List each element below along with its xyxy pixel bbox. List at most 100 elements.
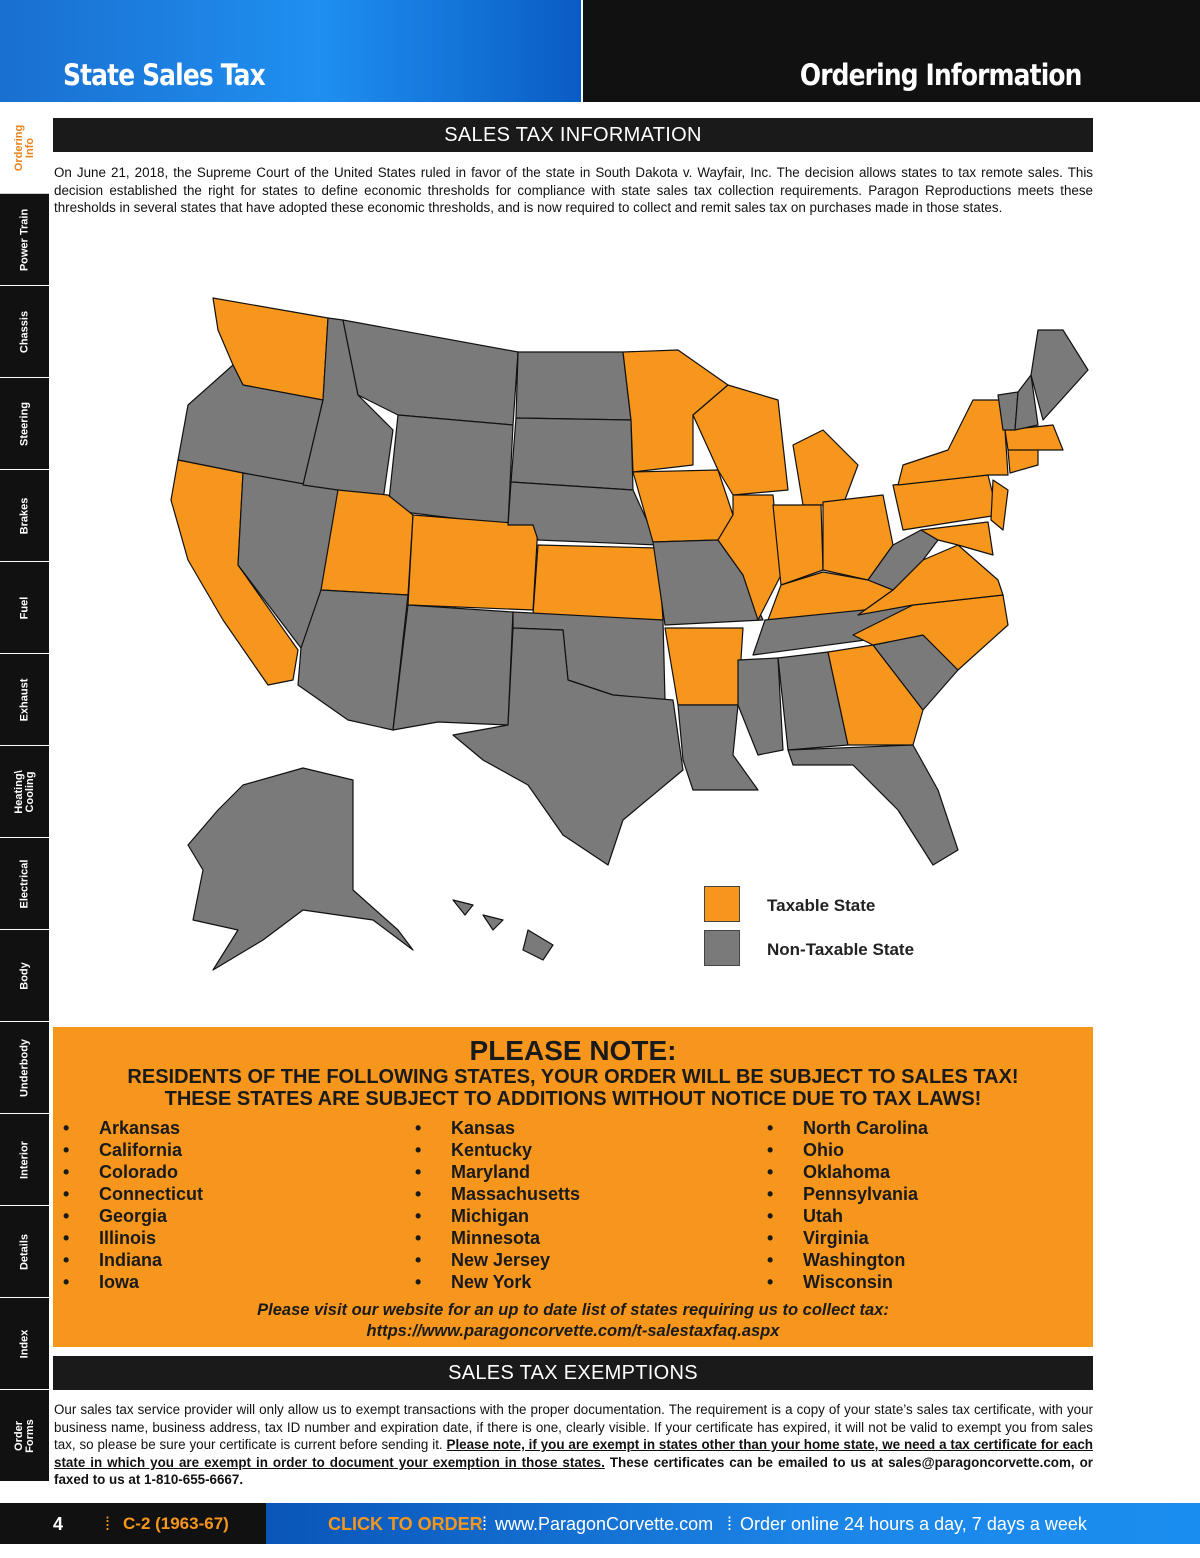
footer-left: 4 ⁞ C-2 (1963-67) [0, 1503, 266, 1544]
state-alaska [187, 767, 414, 971]
sidebar-tabs: Ordering Info Power Train Chassis Steeri… [0, 102, 49, 1482]
list-item: North Carolina [767, 1117, 928, 1139]
list-item: Kentucky [415, 1139, 580, 1161]
sales-tax-info-text: On June 21, 2018, the Supreme Court of t… [54, 165, 1093, 216]
list-item: Massachusetts [415, 1183, 580, 1205]
state-minnesota [622, 349, 729, 473]
tab-underbody[interactable]: Underbody [0, 1022, 49, 1114]
state-list-column-2: Kansas Kentucky Maryland Massachusetts M… [415, 1117, 580, 1293]
tab-body[interactable]: Body [0, 930, 49, 1022]
tab-electrical[interactable]: Electrical [0, 838, 49, 930]
click-to-order-link[interactable]: CLICK TO ORDER [328, 1514, 483, 1534]
footer-separator: ⁞ [727, 1514, 733, 1534]
list-item: California [63, 1139, 203, 1161]
tab-steering[interactable]: Steering [0, 378, 49, 470]
website-link[interactable]: www.ParagonCorvette.com [495, 1514, 714, 1534]
state-north-dakota [515, 351, 632, 421]
list-item: Indiana [63, 1249, 203, 1271]
list-item: Michigan [415, 1205, 580, 1227]
please-note-title: PLEASE NOTE: [469, 1035, 677, 1066]
list-item: Connecticut [63, 1183, 203, 1205]
footer-separator: ⁞ [482, 1514, 488, 1534]
state-maine [1030, 329, 1089, 421]
list-item: Kansas [415, 1117, 580, 1139]
state-massachusetts [1004, 424, 1064, 451]
state-new-hampshire [1014, 374, 1039, 431]
state-georgia [827, 644, 924, 746]
please-note-line-2: THESE STATES ARE SUBJECT TO ADDITIONS WI… [164, 1088, 982, 1110]
please-note-box: PLEASE NOTE: RESIDENTS OF THE FOLLOWING … [53, 1027, 1093, 1347]
state-kansas [532, 544, 664, 621]
please-note-line-1: RESIDENTS OF THE FOLLOWING STATES, YOUR … [127, 1066, 1019, 1088]
sales-tax-exemptions-text: Our sales tax service provider will only… [54, 1401, 1093, 1489]
tab-chassis[interactable]: Chassis [0, 286, 49, 378]
tab-order-forms[interactable]: Order Forms [0, 1390, 49, 1482]
us-sales-tax-map [170, 297, 1089, 971]
list-item: Pennsylvania [767, 1183, 928, 1205]
order-hours-text: Order online 24 hours a day, 7 days a we… [740, 1514, 1087, 1534]
footer-separator: ⁞ [105, 1514, 111, 1534]
list-item: Arkansas [63, 1117, 203, 1139]
footer-right: CLICK TO ORDER ⁞ www.ParagonCorvette.com… [266, 1503, 1200, 1544]
state-connecticut [1007, 447, 1039, 474]
list-item: Wisconsin [767, 1271, 928, 1293]
tab-details[interactable]: Details [0, 1206, 49, 1298]
tab-brakes[interactable]: Brakes [0, 470, 49, 562]
legend-swatch-taxable [704, 886, 740, 922]
footer-bar: 4 ⁞ C-2 (1963-67) CLICK TO ORDER ⁞ www.P… [0, 1503, 1200, 1544]
state-south-dakota [510, 417, 634, 491]
tab-exhaust[interactable]: Exhaust [0, 654, 49, 746]
tab-interior[interactable]: Interior [0, 1114, 49, 1206]
list-item: Colorado [63, 1161, 203, 1183]
state-list-column-1: Arkansas California Colorado Connecticut… [63, 1117, 203, 1293]
state-texas [452, 627, 684, 866]
state-hawaii [452, 899, 554, 961]
legend-label-nontaxable: Non-Taxable State [767, 940, 915, 959]
list-item: Oklahoma [767, 1161, 928, 1183]
list-item: New York [415, 1271, 580, 1293]
state-colorado [407, 514, 539, 611]
exemptions-text-contact: These certificates can be emailed to us … [54, 1454, 1093, 1488]
header-left-band: State Sales Tax [0, 0, 581, 102]
tab-fuel[interactable]: Fuel [0, 562, 49, 654]
list-item: Iowa [63, 1271, 203, 1293]
state-list-column-3: North Carolina Ohio Oklahoma Pennsylvani… [767, 1117, 928, 1293]
tab-heating-cooling[interactable]: Heating\ Cooling [0, 746, 49, 838]
state-new-jersey [990, 479, 1009, 531]
tab-power-train[interactable]: Power Train [0, 194, 49, 286]
state-wisconsin [692, 384, 789, 496]
state-utah [320, 489, 414, 596]
list-item: Illinois [63, 1227, 203, 1249]
state-mississippi [737, 657, 784, 756]
state-new-york [897, 399, 1009, 486]
list-item: Ohio [767, 1139, 928, 1161]
state-new-mexico [392, 604, 514, 731]
page-number: 4 [53, 1514, 64, 1534]
list-item: Maryland [415, 1161, 580, 1183]
state-michigan [792, 429, 859, 506]
list-item: Utah [767, 1205, 928, 1227]
state-indiana [772, 504, 824, 586]
list-item: Washington [767, 1249, 928, 1271]
list-item: Georgia [63, 1205, 203, 1227]
sales-tax-faq-link[interactable]: https://www.paragoncorvette.com/t-salest… [366, 1322, 780, 1340]
visit-website-text: Please visit our website for an up to da… [257, 1301, 889, 1319]
legend-swatch-nontaxable [704, 930, 740, 966]
state-wyoming [387, 414, 514, 526]
legend-label-taxable: Taxable State [767, 896, 876, 915]
list-item: New Jersey [415, 1249, 580, 1271]
sales-tax-info-heading: SALES TAX INFORMATION [53, 118, 1093, 152]
state-nebraska [507, 481, 659, 546]
list-item: Minnesota [415, 1227, 580, 1249]
header-right-band: Ordering Information [583, 0, 1200, 102]
exemptions-text-main: Our sales tax service provider will only… [54, 1402, 1093, 1453]
exemptions-text-note: Please note, if you are exempt in states… [54, 1437, 1093, 1470]
section-title: State Sales Tax [63, 58, 266, 92]
state-maryland [920, 521, 994, 556]
page-title: Ordering Information [800, 58, 1083, 92]
state-arkansas [664, 627, 744, 706]
tab-index[interactable]: Index [0, 1298, 49, 1390]
tab-ordering-info[interactable]: Ordering Info [0, 102, 49, 194]
list-item: Virginia [767, 1227, 928, 1249]
catalog-name: C-2 (1963-67) [123, 1514, 229, 1533]
